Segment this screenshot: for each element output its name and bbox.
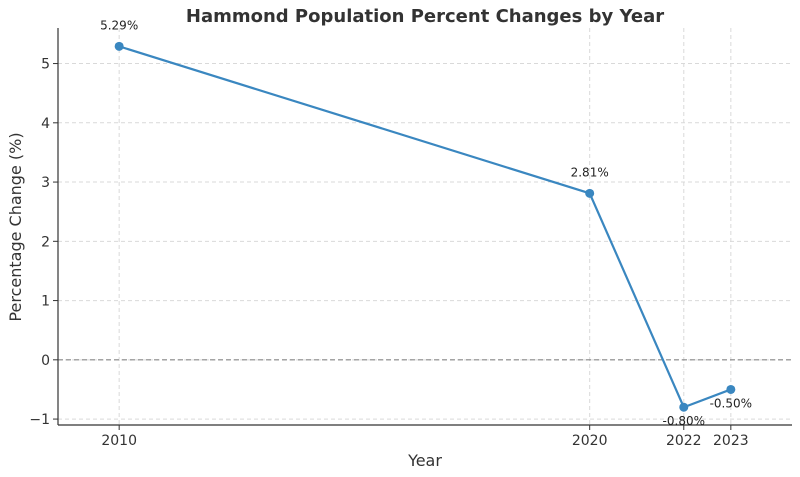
data-labels-layer: 5.29% 2.81% -0.80% -0.50%	[100, 18, 752, 428]
ticks-layer: 2010 2020 2022 2023 −1 0 1 2 3 4 5	[29, 57, 748, 449]
data-label: -0.50%	[710, 396, 752, 410]
data-point	[114, 41, 124, 51]
y-tick-label: 1	[41, 294, 50, 310]
y-axis-label: Percentage Change (%)	[6, 132, 25, 321]
series-layer	[114, 41, 736, 412]
y-tick-label: 5	[41, 57, 50, 73]
x-axis-label: Year	[407, 451, 442, 470]
grid-layer	[58, 28, 792, 425]
x-tick-label: 2023	[713, 433, 749, 449]
data-label: 5.29%	[100, 18, 138, 32]
x-tick-label: 2020	[572, 433, 608, 449]
axes-layer	[57, 28, 792, 426]
y-tick-label: −1	[29, 412, 50, 428]
data-point	[679, 402, 689, 412]
y-tick-label: 3	[41, 175, 50, 191]
series-line	[118, 45, 732, 409]
data-label: -0.80%	[663, 414, 705, 428]
y-tick-label: 2	[41, 234, 50, 250]
data-point	[726, 384, 736, 394]
x-tick-label: 2010	[101, 433, 137, 449]
data-label: 2.81%	[571, 165, 609, 179]
x-tick-label: 2022	[666, 433, 702, 449]
chart-title: Hammond Population Percent Changes by Ye…	[186, 6, 664, 27]
data-point	[585, 188, 595, 198]
y-tick-label: 4	[41, 116, 50, 132]
y-tick-label: 0	[41, 353, 50, 369]
